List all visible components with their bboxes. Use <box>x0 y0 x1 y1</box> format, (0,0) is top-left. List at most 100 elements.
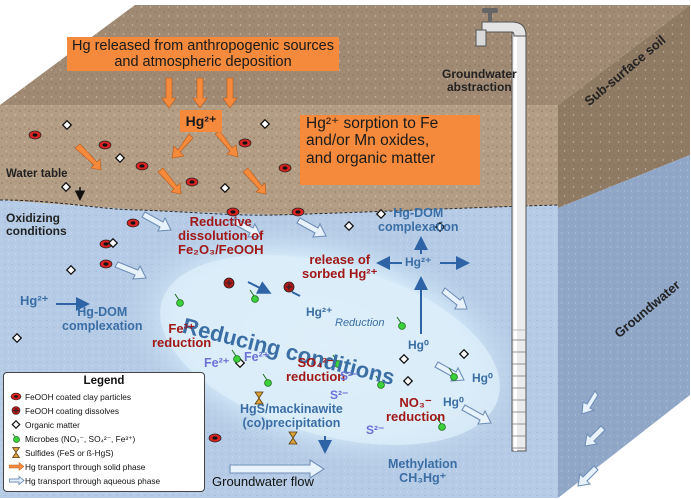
s2-label-a: S²⁻ <box>340 369 359 383</box>
aqueous-arrow-3 <box>231 217 262 238</box>
hgdom-right-line-2: complexation <box>378 219 459 234</box>
oxidizing-line-1: Oxidizing <box>6 211 60 225</box>
solid-arrow-4 <box>171 133 194 159</box>
coating-dissolves <box>283 281 295 293</box>
fe2-label-a: Fe²⁺ <box>204 356 230 370</box>
legend-item-organic-matter: Organic matter <box>9 419 80 432</box>
sorption-line-1: Hg²⁺ sorption to Fe <box>306 115 439 132</box>
microbe <box>332 354 342 368</box>
organic-matter <box>60 181 72 193</box>
hg2-top-box: Hg²⁺ <box>180 110 222 132</box>
groundwater-flow-arrow <box>229 458 326 480</box>
legend-item-sulfides: Sulfides (FeS or ß-HgS) <box>9 447 114 460</box>
microbe <box>396 316 406 330</box>
aqueous-arrow-8 <box>581 390 599 415</box>
clay-particle <box>208 433 222 443</box>
organic-matter <box>65 264 77 276</box>
microbe <box>436 417 446 431</box>
organic-matter <box>11 332 23 344</box>
hgs-precipitation-label: HgS/mackinawite (co)precipitation <box>240 402 343 430</box>
oxidizing-conditions-label: Oxidizing conditions <box>6 212 67 238</box>
aqueous-arrow-5 <box>441 287 468 310</box>
water-table-label: Water table <box>6 168 68 180</box>
clay-particle <box>226 207 240 217</box>
clay-particle <box>278 163 292 173</box>
legend-item-label: Microbes (NO₃⁻, SO₄²⁻, Fe³⁺) <box>25 433 136 444</box>
s2-label-b: S²⁻ <box>330 388 349 402</box>
clay-particle <box>98 140 112 150</box>
organic-matter-icon <box>9 419 25 430</box>
legend-item-label: Hg transport through solid phase <box>25 461 146 472</box>
legend-item-label: FeOOH coated clay particles <box>25 391 132 402</box>
clay-particle <box>126 218 140 228</box>
release-line-1: release of <box>309 252 371 267</box>
reductive-line-3: Fe₂O₃/FeOOH <box>178 242 264 258</box>
process-arrow-small <box>291 291 301 297</box>
hg-released-text: Hg released from anthropogenic sources a… <box>72 38 334 71</box>
sulfide-markers <box>254 391 298 445</box>
hg2-left-label: Hg²⁺ <box>20 293 49 308</box>
solid-arrow-7 <box>157 167 182 195</box>
clay-particle <box>238 138 252 148</box>
sorption-line-3: and organic matter <box>306 149 436 167</box>
organic-matter <box>402 375 414 387</box>
solid-arrow-3 <box>222 77 238 109</box>
groundwater-abstraction-label: Groundwater abstraction <box>442 68 517 94</box>
organic-matter <box>343 220 355 232</box>
solid-arrow-5 <box>214 130 239 158</box>
hg0-label-a: Hg⁰ <box>408 338 429 352</box>
oxidizing-line-2: conditions <box>6 223 67 238</box>
sulfide <box>288 431 298 445</box>
hgdom-left-line-1: Hg-DOM <box>77 305 128 319</box>
solid-arrow-6 <box>74 143 102 171</box>
legend-item-label: Sulfides (FeS or ß-HgS) <box>25 447 114 458</box>
coating-dissolves-markers <box>223 277 295 293</box>
fe3-line-2: reduction <box>152 335 212 351</box>
organic-matter <box>61 119 73 131</box>
fe3-reduction-label: Fe³⁺ reduction <box>152 321 212 351</box>
abstraction-line-1: Groundwater <box>442 67 517 81</box>
hg2-reduction-label: Hg²⁺ <box>306 305 333 319</box>
so4-line-2: reduction <box>286 369 346 385</box>
organic-matter <box>398 353 410 365</box>
sulfide-icon <box>9 447 25 459</box>
hg-dom-complexation-right-label: Hg-DOM complexation <box>378 206 459 234</box>
process-arrow-release <box>247 281 272 294</box>
reductive-dissolution-label: Reductive dissolution of Fe₂O₃/FeOOH <box>178 214 264 258</box>
clay-particle-icon <box>9 391 25 402</box>
legend-item-label: Organic matter <box>25 419 80 430</box>
organic-matter <box>107 237 119 249</box>
legend-item-coating-dissolves: FeOOH coating dissolves <box>9 405 119 418</box>
so4-line-1: SO₄²⁻ <box>297 355 334 370</box>
legend-item-clay-particles: FeOOH coated clay particles <box>9 391 131 404</box>
solid-transport-icon <box>9 461 25 472</box>
hg-released-box: Hg released from anthropogenic sources a… <box>67 37 339 71</box>
microbe <box>448 367 458 381</box>
process-arrows <box>56 236 470 454</box>
aqueous-arrow-10 <box>577 465 599 487</box>
microbe <box>174 293 184 307</box>
legend-title: Legend <box>83 375 125 387</box>
solid-phase-arrows <box>74 77 267 195</box>
hgs-line-1: HgS/mackinawite <box>240 402 343 416</box>
legend: Legend FeOOH coated clay particles FeOOH… <box>3 372 205 492</box>
aqueous-transport-icon <box>9 475 25 486</box>
solid-arrow-1 <box>161 77 177 109</box>
legend-item-solid-transport: Hg transport through solid phase <box>9 461 145 474</box>
microbe <box>262 373 272 387</box>
sulfide <box>254 391 264 405</box>
aqueous-arrow-4 <box>296 217 327 238</box>
release-sorbed-label: release of sorbed Hg²⁺ <box>302 252 377 281</box>
microbe <box>375 375 385 389</box>
clay-particle <box>99 259 113 269</box>
methylation-line-1: Methylation <box>388 457 458 471</box>
clay-particle <box>291 207 305 217</box>
reductive-line-2: dissolution of <box>178 228 264 244</box>
organic-matter <box>114 152 126 164</box>
clay-particle <box>185 177 199 187</box>
so4-reduction-label: SO₄²⁻ reduction <box>286 355 346 385</box>
no3-reduction-label: NO₃⁻ reduction <box>386 395 445 424</box>
microbe <box>249 289 259 303</box>
